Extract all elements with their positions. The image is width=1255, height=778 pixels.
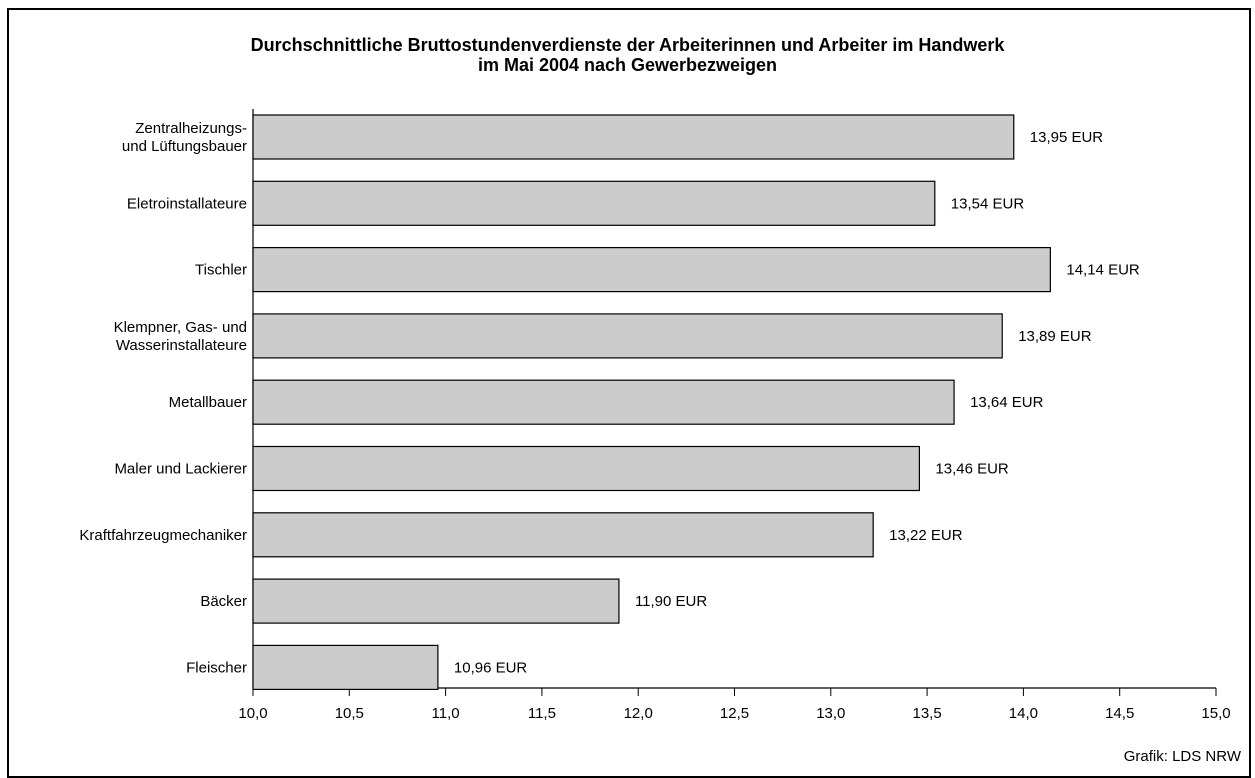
bar-value-label: 13,46 EUR xyxy=(935,461,1009,478)
x-tick-label: 14,5 xyxy=(1105,705,1134,722)
bar xyxy=(252,114,1015,160)
category-label: Kraftfahrzeugmechaniker xyxy=(79,527,247,544)
bar-value-label: 13,54 EUR xyxy=(951,195,1025,212)
bar xyxy=(252,512,874,558)
category-label-line: Maler und Lackierer xyxy=(114,461,247,478)
bar xyxy=(252,445,920,492)
bar-value-label: 10,96 EUR xyxy=(454,659,528,676)
bar-value-label: 11,90 EUR xyxy=(635,593,707,610)
category-label-line: Zentralheizungs- xyxy=(135,120,247,137)
x-tick-label: 13,5 xyxy=(912,705,941,722)
category-label: Tischler xyxy=(195,262,247,279)
x-tick-label: 10,5 xyxy=(335,705,364,722)
category-label: Bäcker xyxy=(200,593,247,610)
category-label: Maler und Lackierer xyxy=(114,461,247,478)
category-label: Zentralheizungs-und Lüftungsbauer xyxy=(122,120,247,155)
category-label-line: und Lüftungsbauer xyxy=(122,138,247,155)
source-credit: Grafik: LDS NRW xyxy=(1123,748,1241,765)
category-label-line: Kraftfahrzeugmechaniker xyxy=(79,527,247,544)
category-label: Metallbauer xyxy=(169,394,247,411)
bar-value-label: 13,22 EUR xyxy=(889,527,963,544)
bar xyxy=(252,180,936,226)
category-label-line: Fleischer xyxy=(186,659,247,676)
chart-title-line-2: im Mai 2004 nach Gewerbezweigen xyxy=(477,55,778,75)
bar-value-label: 14,14 EUR xyxy=(1066,262,1140,279)
category-label-line: Tischler xyxy=(195,262,247,279)
x-tick-label: 11,5 xyxy=(528,705,556,722)
x-tick-label: 12,0 xyxy=(624,705,653,722)
bar xyxy=(252,313,1003,359)
category-label-line: Metallbauer xyxy=(169,394,247,411)
x-tick-label: 11,0 xyxy=(432,705,460,722)
bar-value-label: 13,64 EUR xyxy=(970,394,1044,411)
bar-value-label: 13,89 EUR xyxy=(1018,328,1092,345)
bar xyxy=(252,578,620,624)
chart-title-line-1: Durchschnittliche Bruttostundenverdienst… xyxy=(250,35,1005,55)
x-tick-label: 12,5 xyxy=(720,705,749,722)
category-label-line: Wasserinstallateure xyxy=(116,337,247,354)
chart-title: Durchschnittliche Bruttostundenverdienst… xyxy=(0,35,1255,75)
category-label: Eletroinstallateure xyxy=(127,195,247,212)
category-label-line: Bäcker xyxy=(200,593,247,610)
bar-value-label: 13,95 EUR xyxy=(1030,129,1104,146)
x-tick-label: 15,0 xyxy=(1201,705,1230,722)
bar xyxy=(252,379,955,425)
bar xyxy=(252,644,439,691)
category-label: Klempner, Gas- und Wasserinstallateure xyxy=(114,319,247,354)
x-tick-label: 13,0 xyxy=(816,705,845,722)
category-label: Fleischer xyxy=(186,659,247,676)
category-label-line: Eletroinstallateure xyxy=(127,195,247,212)
x-tick-label: 10,0 xyxy=(238,705,267,722)
x-tick-label: 14,0 xyxy=(1009,705,1038,722)
category-label-line: Klempner, Gas- und xyxy=(114,319,247,336)
bar xyxy=(252,247,1051,293)
